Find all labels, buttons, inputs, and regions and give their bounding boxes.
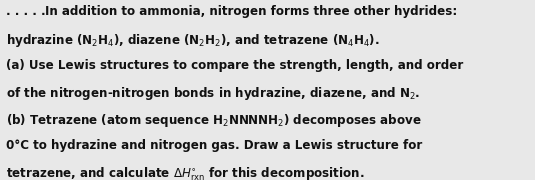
Text: . . . . .: . . . . . (6, 5, 46, 18)
Text: hydrazine (N$_2$H$_4$), diazene (N$_2$H$_2$), and tetrazene (N$_4$H$_4$).: hydrazine (N$_2$H$_4$), diazene (N$_2$H$… (6, 32, 380, 49)
Text: 0°C to hydrazine and nitrogen gas. Draw a Lewis structure for: 0°C to hydrazine and nitrogen gas. Draw … (6, 139, 423, 152)
Text: In addition to ammonia, nitrogen forms three other hydrides:: In addition to ammonia, nitrogen forms t… (45, 5, 458, 18)
Text: of the nitrogen-nitrogen bonds in hydrazine, diazene, and N$_2$.: of the nitrogen-nitrogen bonds in hydraz… (6, 85, 421, 102)
Text: (b) Tetrazene (atom sequence H$_2$NNNNH$_2$) decomposes above: (b) Tetrazene (atom sequence H$_2$NNNNH$… (6, 112, 422, 129)
Text: (a) Use Lewis structures to compare the strength, length, and order: (a) Use Lewis structures to compare the … (6, 59, 464, 72)
Text: tetrazene, and calculate $\Delta H^{\circ}_{\mathrm{rxn}}$ for this decompositio: tetrazene, and calculate $\Delta H^{\cir… (6, 165, 365, 180)
